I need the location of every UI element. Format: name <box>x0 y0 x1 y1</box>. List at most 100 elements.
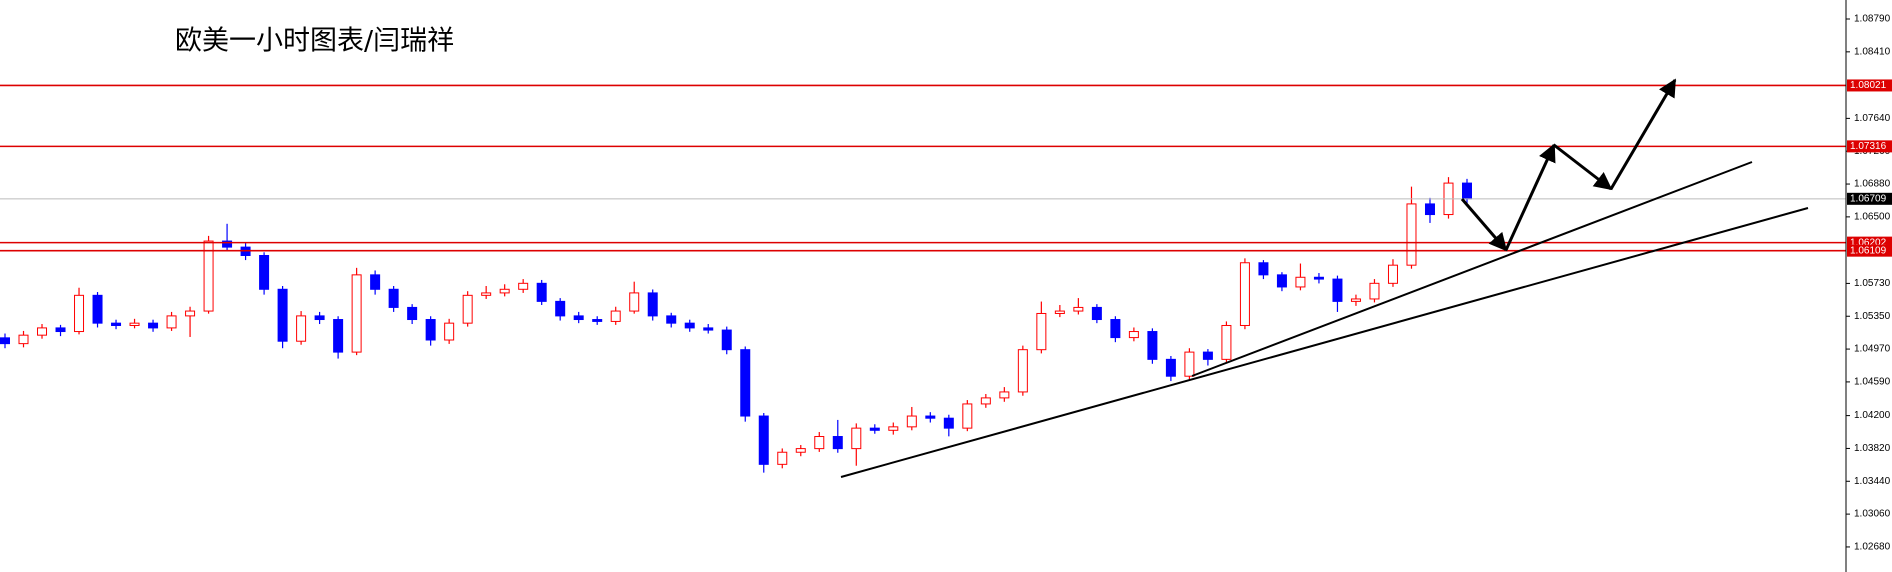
y-tick-label: 1.08410 <box>1854 46 1891 57</box>
candle-body <box>148 322 159 329</box>
candle-body <box>111 322 122 326</box>
candle-body <box>758 415 769 465</box>
level-label: 1.06202 <box>1850 237 1887 248</box>
candle-body <box>1406 203 1417 266</box>
candle-body <box>1221 324 1232 360</box>
candle-body <box>647 292 658 317</box>
level-label: 1.06109 <box>1850 245 1887 256</box>
arrow <box>1460 198 1508 252</box>
candle-body <box>536 282 547 302</box>
candle-body <box>1073 306 1084 312</box>
y-tick-label: 1.03440 <box>1854 476 1891 487</box>
candle-body <box>666 315 677 324</box>
candle-body <box>1202 351 1213 360</box>
candle-body <box>592 319 603 322</box>
candle-body <box>1054 310 1065 314</box>
candle-body <box>869 427 880 431</box>
candle-body <box>1239 262 1250 326</box>
candle-body <box>740 349 751 417</box>
candle-body <box>629 292 640 312</box>
candle-body <box>351 274 362 353</box>
candle-body <box>1313 276 1324 280</box>
candle-body <box>1462 182 1472 200</box>
y-tick-label: 1.02680 <box>1854 542 1891 553</box>
candle-body <box>55 327 66 333</box>
y-tick-label: 1.06500 <box>1854 212 1891 223</box>
y-tick-label: 1.05350 <box>1854 311 1891 322</box>
current-price-box <box>1847 192 1892 205</box>
y-tick-label: 1.07640 <box>1854 113 1891 124</box>
candle-body <box>1369 282 1380 300</box>
y-tick-label: 1.04590 <box>1854 377 1891 388</box>
candle-body <box>92 294 103 324</box>
candle-body <box>518 282 529 290</box>
candle-body <box>0 337 10 345</box>
chart-title: 欧美一小时图表/闫瑞祥 <box>175 26 454 57</box>
candle-body <box>425 319 436 341</box>
arrow <box>1504 143 1556 251</box>
candle-body <box>296 315 307 342</box>
annotations <box>840 78 1809 478</box>
trend-line <box>1191 161 1753 377</box>
candle-body <box>481 292 492 296</box>
candle-body <box>851 427 862 450</box>
axis-labels: 1.087901.084101.076401.072601.068801.065… <box>1846 14 1892 553</box>
candle-body <box>277 288 288 342</box>
level-box <box>1847 79 1892 92</box>
candle-body <box>925 415 936 419</box>
y-tick-label: 1.04200 <box>1854 410 1891 421</box>
candle-body <box>999 391 1010 399</box>
candle-body <box>1036 312 1047 351</box>
candle-body <box>832 436 843 450</box>
candle-body <box>1295 276 1306 288</box>
candle-body <box>888 426 899 431</box>
candle-body <box>1276 274 1287 288</box>
y-tick-label: 1.03820 <box>1854 443 1891 454</box>
candle-body <box>703 327 714 331</box>
candle-body <box>333 319 344 353</box>
candle-body <box>314 315 325 321</box>
candle-body <box>1350 298 1361 302</box>
candle-body <box>814 436 825 450</box>
y-tick-label: 1.03060 <box>1854 509 1891 520</box>
candle-body <box>74 294 85 333</box>
candle-body <box>573 315 584 321</box>
trend-line <box>840 207 1809 478</box>
y-tick-label: 1.05730 <box>1854 278 1891 289</box>
candle-body <box>906 415 917 428</box>
y-tick-label: 1.04970 <box>1854 344 1891 355</box>
candle-body <box>555 300 566 317</box>
candle-body <box>721 329 732 351</box>
candle-body <box>1091 306 1102 321</box>
candle-body <box>1017 349 1028 393</box>
candle-body <box>795 448 806 453</box>
level-box <box>1847 140 1892 153</box>
candle-body <box>1184 351 1195 377</box>
arrow <box>1609 78 1677 190</box>
candle-body <box>1258 262 1269 276</box>
candle-body <box>499 288 510 294</box>
candle-body <box>259 254 270 290</box>
candle-body <box>37 327 48 336</box>
candle-body <box>129 322 140 326</box>
candle-body <box>1332 278 1343 302</box>
candle-body <box>684 322 695 329</box>
level-label: 1.08021 <box>1850 80 1887 91</box>
y-tick-label: 1.08790 <box>1854 14 1891 25</box>
plot-area <box>0 84 1846 473</box>
candle-body <box>222 240 233 248</box>
candle-body <box>980 397 991 405</box>
y-tick-label: 1.06880 <box>1854 179 1891 190</box>
candle-body <box>185 310 196 317</box>
level-box <box>1847 244 1892 257</box>
candle-body <box>166 315 177 329</box>
candle-body <box>370 274 381 290</box>
arrow <box>1553 143 1613 191</box>
candle-body <box>1128 331 1139 339</box>
candle-body <box>444 322 455 341</box>
candle-body <box>943 417 954 429</box>
candle-body <box>203 240 214 312</box>
candle-body <box>1110 319 1121 339</box>
level-label: 1.07316 <box>1850 141 1887 152</box>
